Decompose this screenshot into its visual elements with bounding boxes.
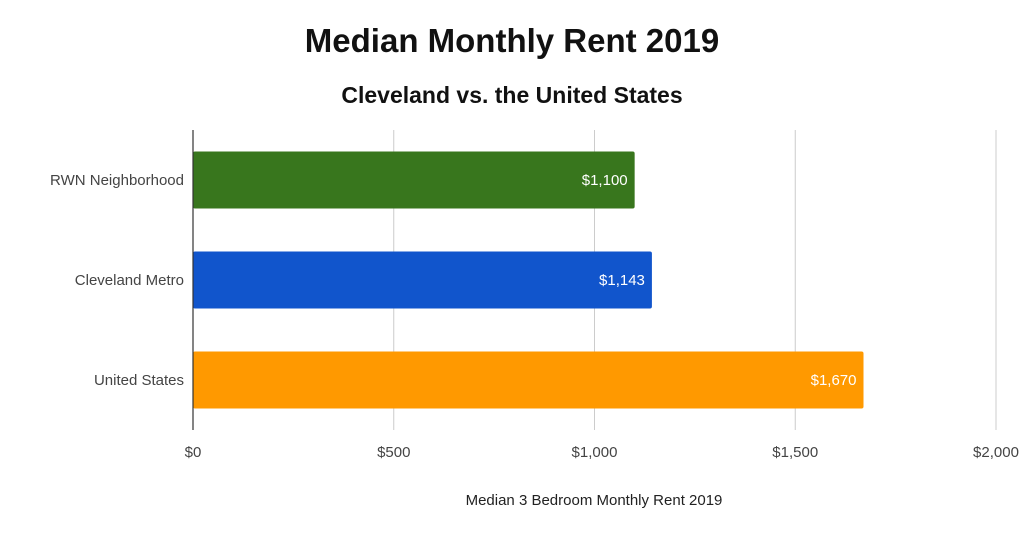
data-label: $1,100 [582,172,628,189]
x-tick-label: $500 [377,444,410,461]
category-label: United States [94,372,184,389]
chart-subtitle: Cleveland vs. the United States [341,82,683,108]
x-tick-label: $0 [185,444,202,461]
data-label: $1,670 [811,372,857,389]
chart-title: Median Monthly Rent 2019 [304,22,720,59]
x-tick-label: $2,000 [973,444,1019,461]
bar [193,351,864,409]
category-label: RWN Neighborhood [50,172,184,189]
data-label: $1,143 [599,272,645,289]
category-label: Cleveland Metro [75,272,184,289]
x-tick-label: $1,500 [772,444,818,461]
x-tick-label: $1,000 [572,444,618,461]
bar [193,251,652,309]
x-axis-title: Median 3 Bedroom Monthly Rent 2019 [466,492,723,509]
axes: $0 $500 $1,000 $1,500 $2,000 RWN Neighborhood… [50,130,1019,461]
bar [193,151,635,209]
bars: $1,100 $1,143 $1,670 [193,151,864,409]
